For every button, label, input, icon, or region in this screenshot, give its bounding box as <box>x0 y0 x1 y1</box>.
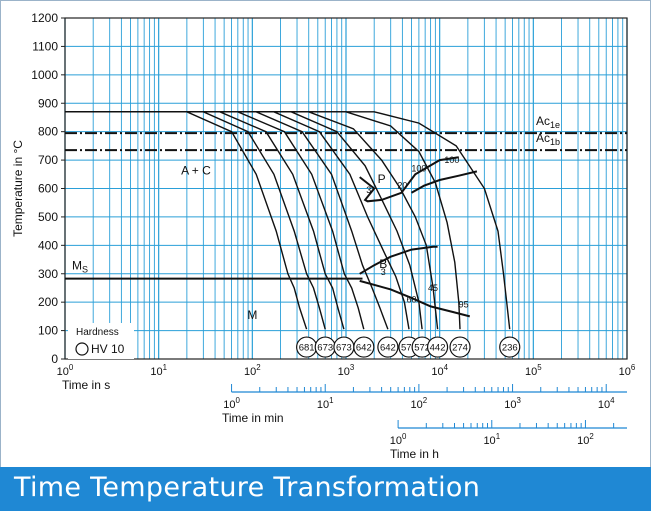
region-label: M <box>247 308 257 322</box>
h-tick-label: 102 <box>577 432 594 447</box>
region-label: P <box>378 172 386 186</box>
x-tick-label: 100 <box>57 363 74 378</box>
bainite-start-line <box>359 245 438 275</box>
ac-label: Ac1b <box>536 131 560 147</box>
banner-title: Time Temperature Transformation <box>14 472 481 503</box>
pearlite-percent-label: 100 <box>411 163 426 173</box>
hardness-circle <box>426 336 449 358</box>
x-tick-label: 103 <box>338 363 355 378</box>
hardness-circle <box>353 336 375 358</box>
ac-label: Ac1e <box>536 114 560 130</box>
y-tick-label: 200 <box>38 295 58 309</box>
hardness-value: 442 <box>430 343 446 354</box>
cooling-curve <box>65 111 511 330</box>
y-tick-label: 700 <box>38 153 58 167</box>
hardness-value: 642 <box>380 343 396 354</box>
min-axis-label: Time in min <box>222 411 284 425</box>
bainite-percent-label: 95 <box>459 299 469 309</box>
cooling-curve <box>65 111 365 330</box>
y-axis-label: Temperature in °C <box>11 140 25 237</box>
x-tick-label: 102 <box>244 363 261 378</box>
cooling-curve <box>65 111 326 330</box>
x-tick-label: 106 <box>619 363 636 378</box>
y-tick-label: 300 <box>38 267 58 281</box>
y-tick-label: 0 <box>51 352 58 366</box>
hardness-value: 572 <box>414 343 430 354</box>
bainite-percent-label: 45 <box>428 283 438 293</box>
region-label: A + C <box>181 163 211 177</box>
legend-item: HV 10 <box>91 342 125 356</box>
y-tick-label: 1000 <box>31 68 58 82</box>
hardness-value: 673 <box>317 343 333 354</box>
y-tick-label: 600 <box>38 182 58 196</box>
hardness-circle <box>377 336 399 358</box>
min-tick-label: 101 <box>317 396 334 411</box>
cooling-curve <box>65 111 423 330</box>
min-tick-label: 100 <box>223 396 240 411</box>
bainite-finish-line <box>359 279 471 318</box>
cooling-curve <box>65 111 308 330</box>
pearlite-start-line <box>359 156 459 203</box>
pearlite-percent-label: 3 <box>366 185 371 195</box>
hardness-value: 274 <box>452 343 468 354</box>
y-tick-label: 400 <box>38 238 58 252</box>
cooling-curve <box>65 111 461 330</box>
hardness-value: 642 <box>356 343 372 354</box>
cooling-curve <box>65 111 439 330</box>
bainite-percent-label: 60 <box>406 295 416 305</box>
cooling-curve <box>65 111 389 330</box>
hardness-circle <box>499 336 521 358</box>
legend-circle <box>75 342 89 356</box>
ttt-diagram: 0100200300400500600700800900100011001200… <box>11 11 636 461</box>
h-tick-label: 100 <box>390 432 407 447</box>
x-axis-label: Time in s <box>62 378 110 392</box>
hardness-value: 572 <box>401 343 417 354</box>
min-tick-label: 103 <box>504 396 521 411</box>
y-tick-label: 1200 <box>31 11 58 25</box>
y-tick-label: 900 <box>38 96 58 110</box>
h-axis-label: Time in h <box>390 447 439 461</box>
pearlite-percent-label: 100 <box>444 155 459 165</box>
x-tick-label: 104 <box>431 363 448 378</box>
cooling-curve <box>65 111 345 330</box>
pearlite-percent-label: 20 <box>397 181 407 191</box>
y-tick-label: 100 <box>38 324 58 338</box>
hardness-value: 236 <box>502 343 518 354</box>
y-tick-label: 1100 <box>32 39 58 53</box>
region-label: B <box>379 257 387 271</box>
h-tick-label: 101 <box>483 432 500 447</box>
title-banner: Time Temperature Transformation <box>0 467 651 511</box>
hardness-circle <box>449 336 471 358</box>
hardness-value: 673 <box>336 343 352 354</box>
min-tick-label: 104 <box>598 396 615 411</box>
min-tick-label: 102 <box>411 396 428 411</box>
bainite-percent-label: 3 <box>381 267 386 277</box>
x-tick-label: 101 <box>150 363 167 378</box>
ms-label: MS <box>72 259 88 275</box>
hardness-value: 681 <box>299 343 315 354</box>
y-tick-label: 500 <box>38 210 58 224</box>
legend-title: Hardness <box>76 327 119 338</box>
pearlite-end-line <box>411 170 478 194</box>
y-tick-label: 800 <box>38 125 58 139</box>
x-tick-label: 105 <box>525 363 542 378</box>
